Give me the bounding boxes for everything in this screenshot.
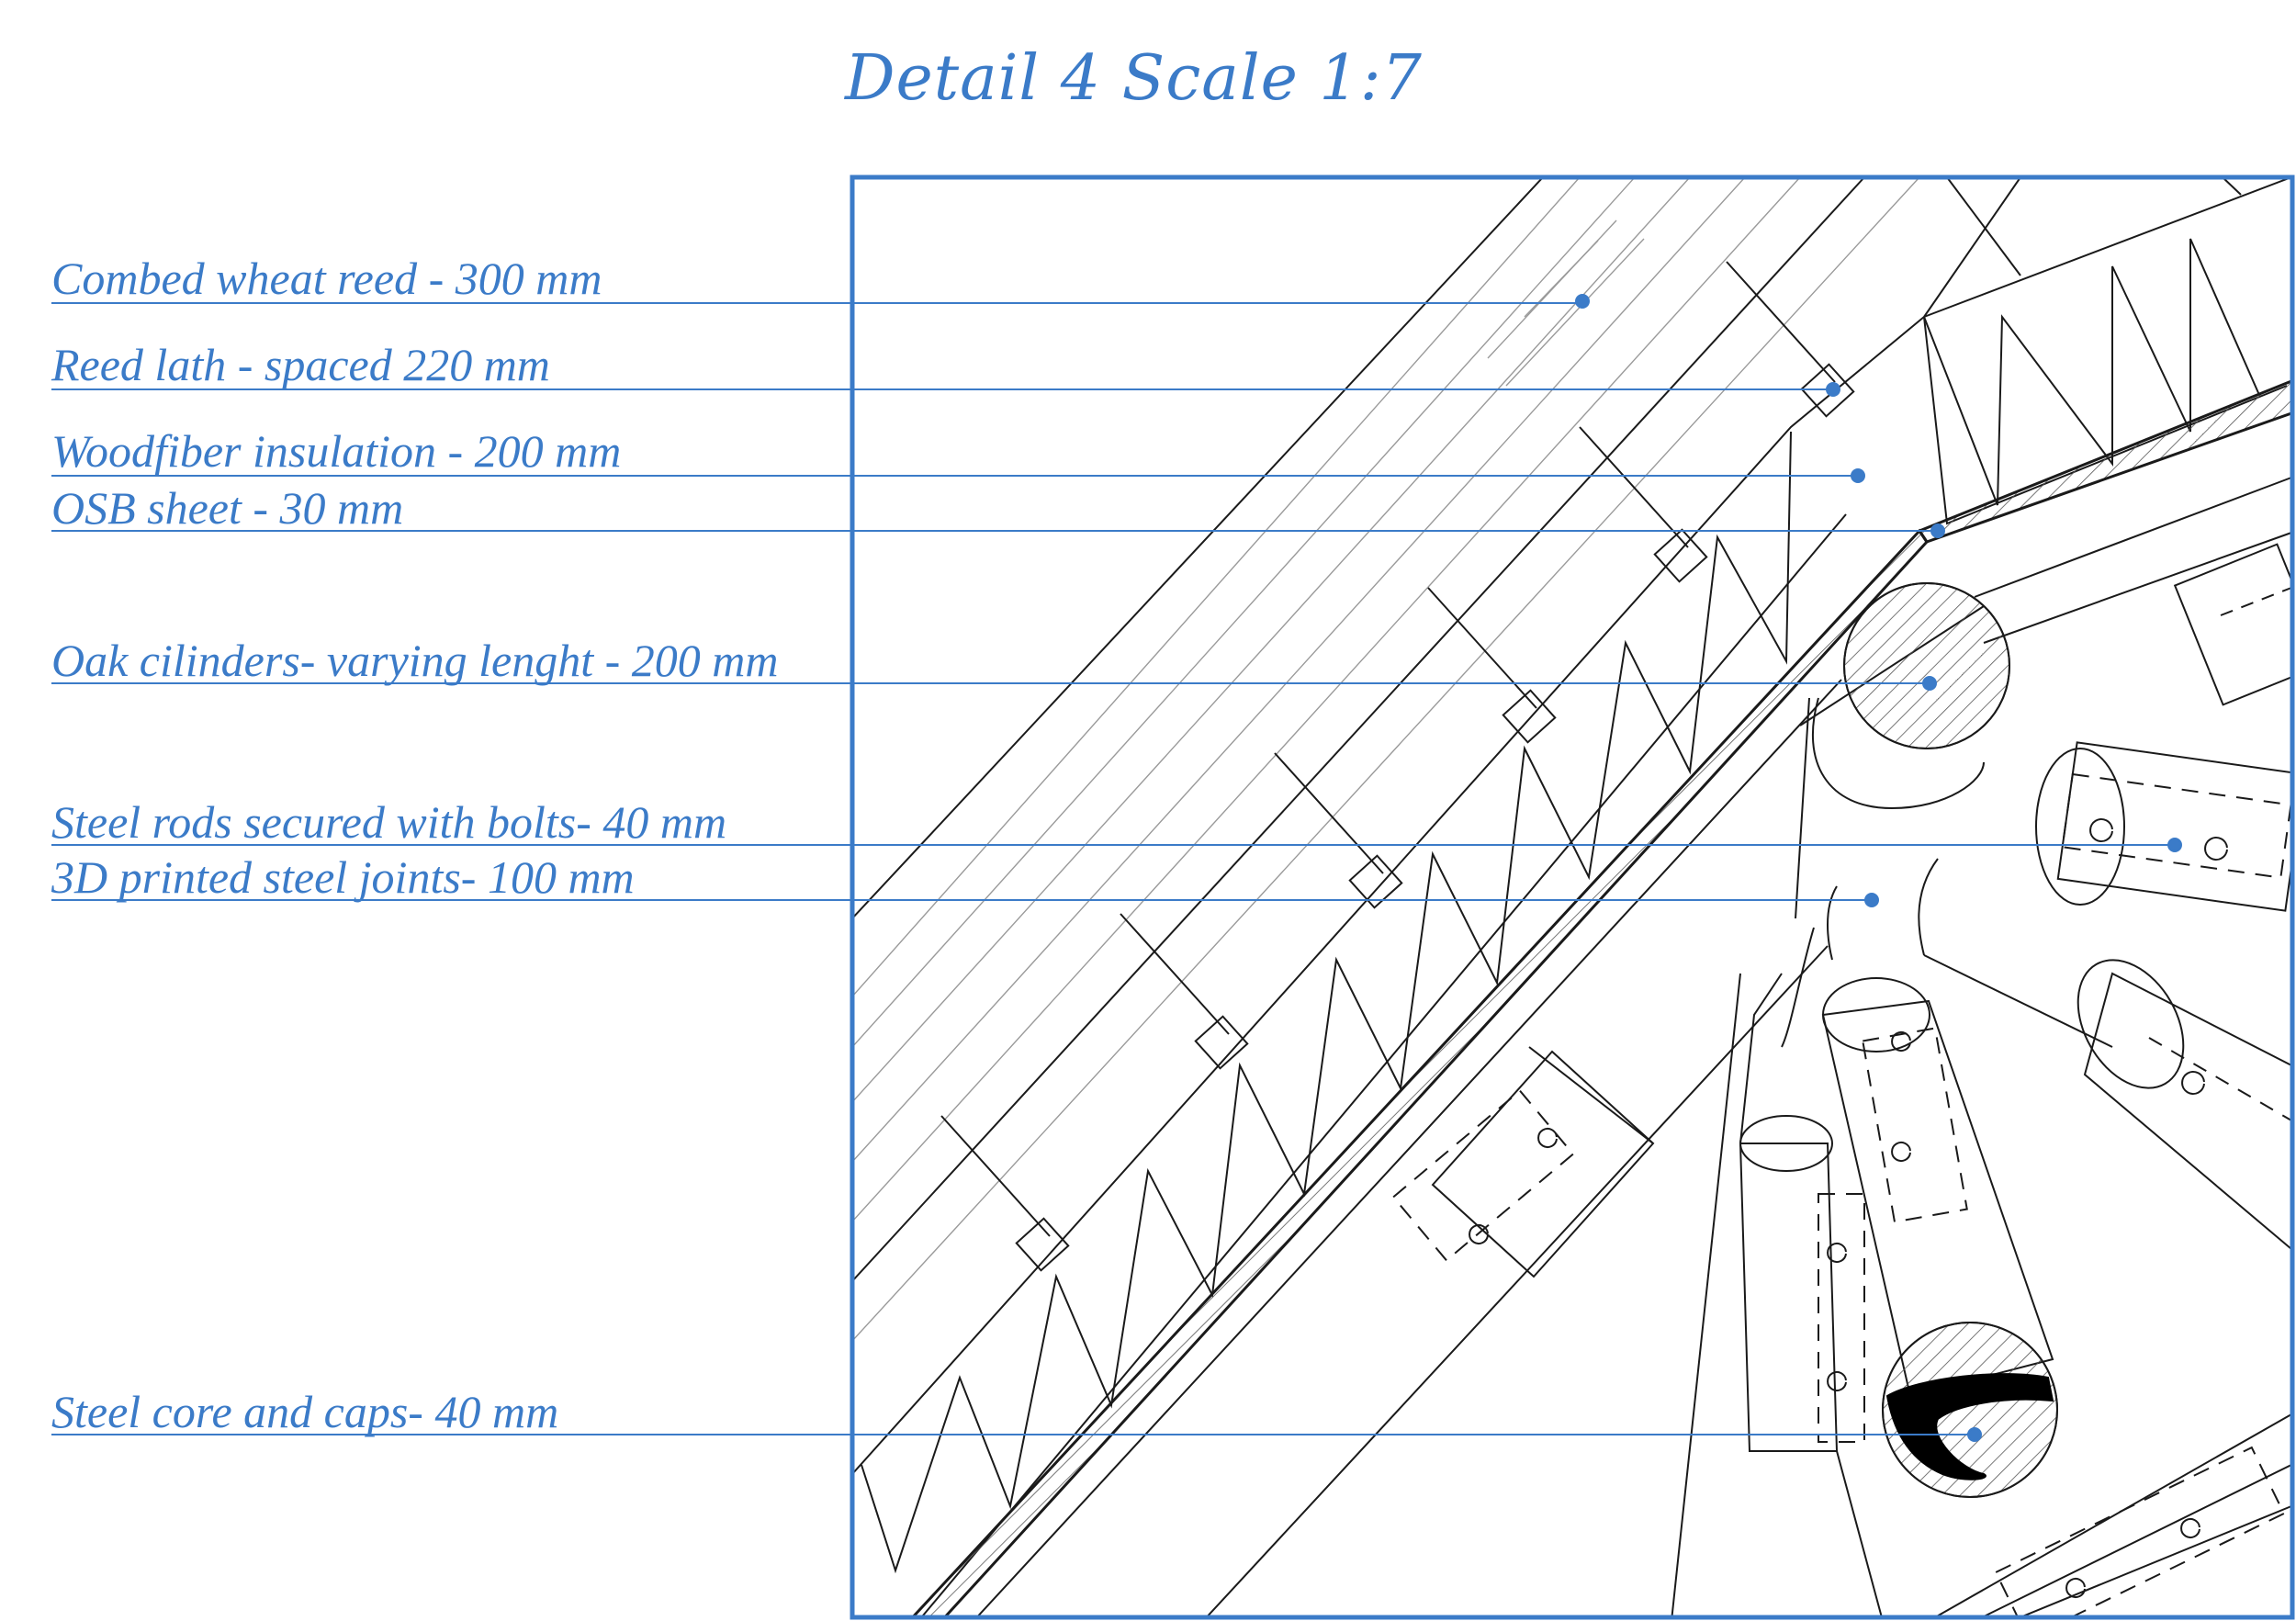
detail-frame — [850, 174, 2295, 1620]
leader-dot-osb — [1930, 523, 1945, 538]
central-lower-rod — [1821, 977, 2054, 1398]
right-steel-rod — [2035, 741, 2292, 912]
label-steel-core: Steel core and caps- 40 mm — [51, 1386, 559, 1437]
leader-dot-oak — [1922, 676, 1937, 691]
leader-dot-reed — [1575, 294, 1590, 309]
left-steel-rod — [1391, 1050, 1655, 1278]
steel-core — [1882, 1322, 2058, 1498]
leader-dot-insulation — [1851, 468, 1865, 483]
leader-dot-rods — [2167, 838, 2182, 852]
wheat-reed-layer — [852, 177, 1920, 1342]
leader-dot-core — [1967, 1427, 1982, 1442]
label-steel-rods: Steel rods secured with bolts- 40 mm — [51, 796, 727, 848]
inner-layers — [975, 477, 2292, 1617]
woodfiber-insulation — [852, 316, 1925, 1617]
lower-structure — [1671, 973, 2292, 1617]
label-osb-sheet: OSB sheet - 30 mm — [51, 482, 404, 534]
page-title: Detail 4 Scale 1:7 — [845, 42, 1423, 115]
label-steel-joints: 3D printed steel joints- 100 mm — [51, 851, 635, 903]
label-reed-lath: Reed lath - spaced 220 mm — [51, 339, 550, 390]
section-drawing — [852, 177, 2292, 1617]
label-combed-wheat-reed: Combed wheat reed - 300 mm — [51, 253, 602, 304]
oak-cylinder — [1795, 582, 2010, 919]
label-woodfiber-insulation: Woodfiber insulation - 200 mm — [51, 425, 622, 477]
reed-laths — [940, 261, 1855, 1272]
steel-joint — [1781, 858, 2113, 1048]
leader-lines — [51, 294, 2182, 1442]
leader-dot-lath — [1826, 382, 1840, 397]
upper-right-rod — [2173, 543, 2292, 706]
leader-dot-joints — [1864, 893, 1879, 907]
label-oak-cilinders: Oak cilinders- varying lenght - 200 mm — [51, 635, 779, 686]
lower-right-rod — [2077, 959, 2292, 1252]
